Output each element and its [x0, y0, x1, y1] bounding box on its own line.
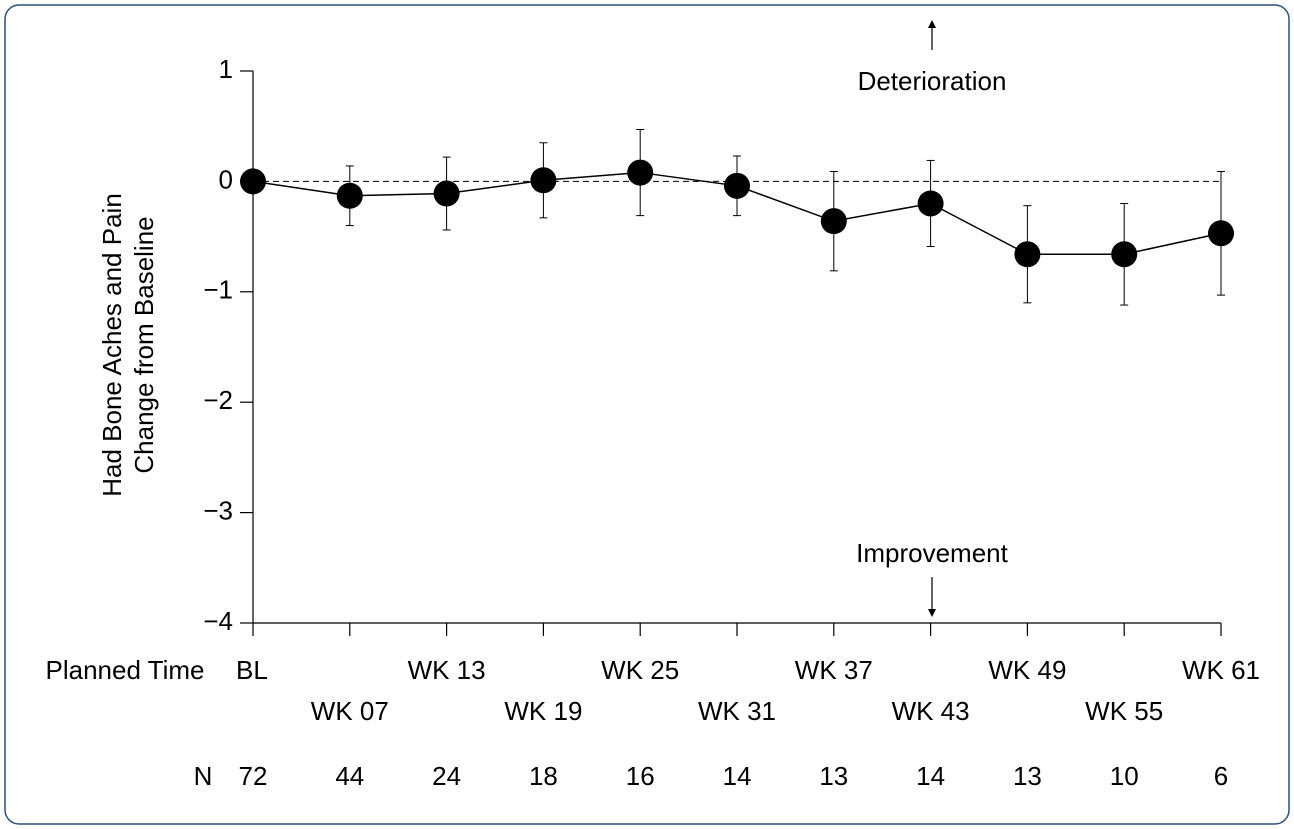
n-count: 14	[723, 761, 752, 791]
point	[240, 168, 266, 195]
x-tick-label: WK 43	[892, 696, 970, 726]
arrow-head	[928, 609, 936, 617]
x-axis-label: Planned Time	[46, 655, 205, 685]
x-tick-label: WK 19	[504, 696, 582, 726]
y-tick-label: −1	[203, 275, 233, 305]
point	[917, 190, 944, 217]
n-count: 18	[529, 761, 558, 791]
annotation: Deterioration	[858, 66, 1007, 96]
y-tick-label: 1	[219, 54, 233, 84]
y-tick-label: −4	[203, 606, 233, 636]
n-count: 13	[819, 761, 848, 791]
frame	[4, 4, 1290, 825]
point	[627, 159, 654, 186]
arrow-head	[928, 20, 936, 28]
y-axis-label: Had Bone Aches and Pain	[97, 193, 127, 497]
n-count: 44	[335, 761, 364, 791]
point	[433, 180, 460, 207]
x-tick-label: WK 55	[1085, 696, 1163, 726]
y-axis-label: Change from Baseline	[129, 216, 159, 473]
x-tick-label: WK 37	[795, 655, 873, 685]
n-count: 14	[916, 761, 945, 791]
y-tick-label: −2	[203, 385, 233, 415]
point	[1111, 241, 1138, 268]
y-tick-label: 0	[219, 164, 233, 194]
x-tick-label: WK 07	[311, 696, 389, 726]
n-count: 24	[432, 761, 461, 791]
y-tick-label: −3	[203, 495, 233, 525]
annotation: Improvement	[856, 538, 1008, 568]
n-count: 10	[1110, 761, 1139, 791]
n-count: 16	[626, 761, 655, 791]
point	[530, 167, 557, 194]
n-count: 6	[1214, 761, 1228, 791]
point	[724, 172, 750, 199]
x-tick-label: WK 61	[1182, 655, 1260, 685]
point	[820, 208, 847, 235]
n-label: N	[194, 761, 213, 791]
point	[1014, 241, 1041, 268]
n-count: 72	[239, 761, 268, 791]
x-tick-label: WK 49	[988, 655, 1066, 685]
x-tick-label: WK 25	[601, 655, 679, 685]
point	[336, 182, 363, 209]
n-count: 13	[1013, 761, 1042, 791]
x-tick-label: WK 31	[698, 696, 776, 726]
x-tick-label: BL	[236, 655, 268, 685]
x-tick-label: WK 13	[408, 655, 486, 685]
point	[1208, 220, 1234, 247]
